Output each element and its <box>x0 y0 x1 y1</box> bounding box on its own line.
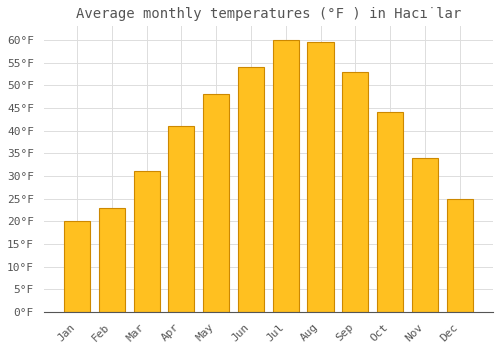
Bar <box>134 172 160 312</box>
Bar <box>238 67 264 312</box>
Bar <box>308 42 334 312</box>
Bar <box>168 126 194 312</box>
Bar <box>446 198 472 312</box>
Bar <box>272 40 299 312</box>
Title: Average monthly temperatures (°F ) in Hacı̇lar: Average monthly temperatures (°F ) in Ha… <box>76 7 461 21</box>
Bar <box>203 94 229 312</box>
Bar <box>377 112 403 312</box>
Bar <box>342 72 368 312</box>
Bar <box>99 208 125 312</box>
Bar <box>64 221 90 312</box>
Bar <box>412 158 438 312</box>
